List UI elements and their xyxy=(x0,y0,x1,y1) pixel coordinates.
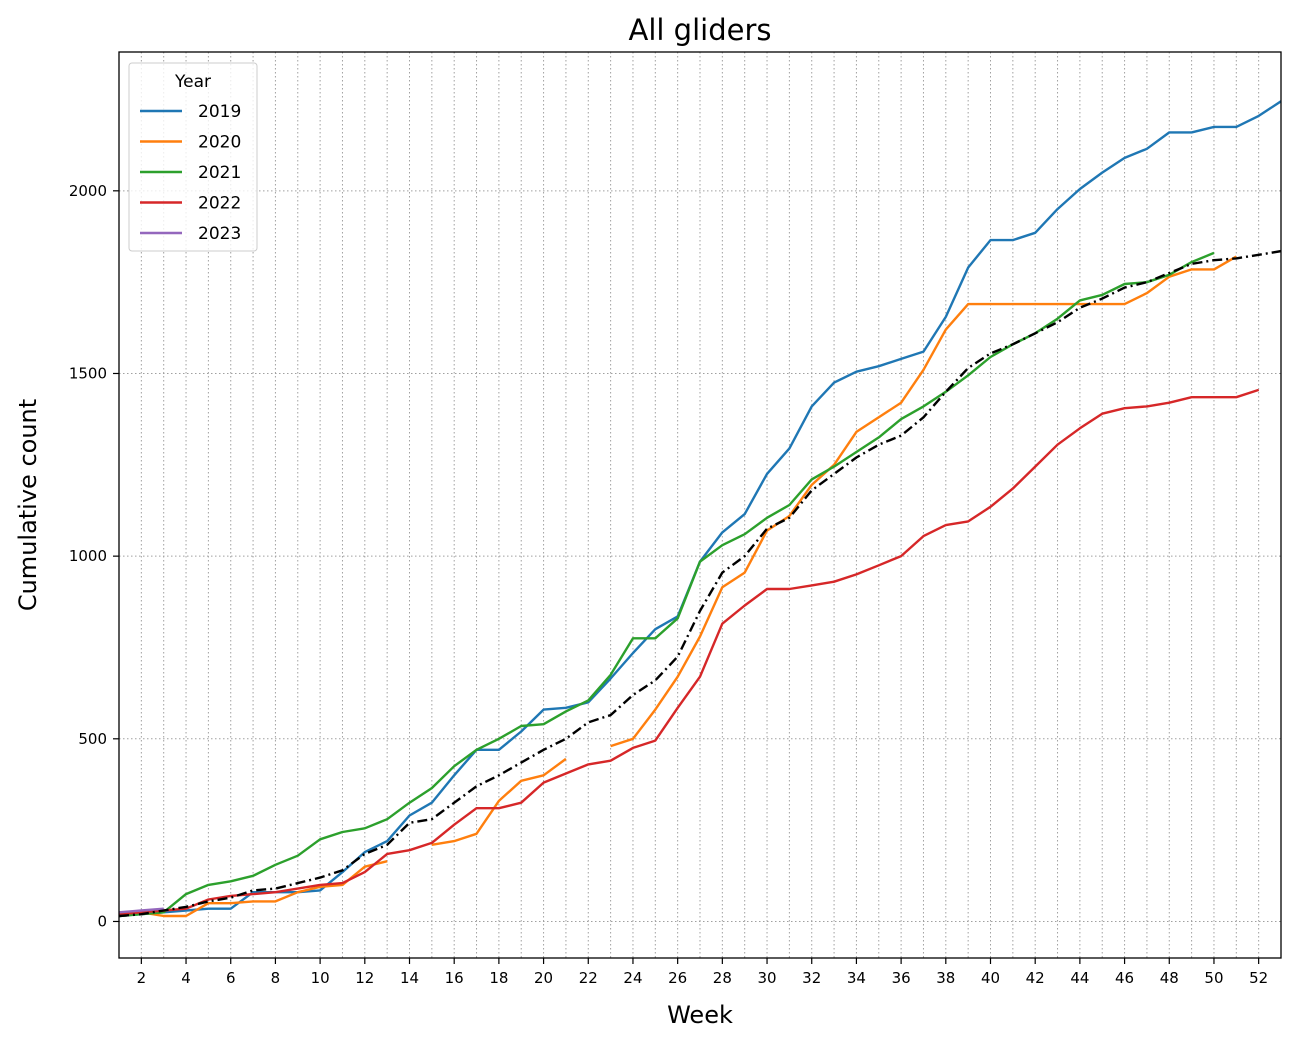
x-tick-label: 38 xyxy=(936,969,955,987)
x-tick-label: 20 xyxy=(534,969,553,987)
x-tick-label: 24 xyxy=(623,969,642,987)
chart-title: All gliders xyxy=(629,13,772,47)
series-line-2022 xyxy=(119,388,1260,916)
legend-label-2022: 2022 xyxy=(198,194,241,214)
x-tick-label: 16 xyxy=(445,969,464,987)
series-lines xyxy=(119,100,1281,918)
y-tick-label: 0 xyxy=(97,912,107,930)
x-tick-label: 4 xyxy=(181,969,191,987)
legend-label-2021: 2021 xyxy=(198,163,241,183)
x-tick-label: 36 xyxy=(892,969,911,987)
series-line-2020 xyxy=(119,860,388,918)
x-tick-label: 42 xyxy=(1026,969,1045,987)
legend: Year 2019 2020 2021 2022 2023 xyxy=(128,62,258,252)
x-tick-label: 10 xyxy=(311,969,330,987)
y-tick-label: 500 xyxy=(78,730,107,748)
x-tick-label: 8 xyxy=(271,969,281,987)
x-tick-label: 26 xyxy=(668,969,687,987)
grid xyxy=(119,52,1281,958)
x-tick-label: 18 xyxy=(489,969,508,987)
x-tick-label: 22 xyxy=(579,969,598,987)
series-line-2021 xyxy=(119,251,1215,918)
x-tick-label: 34 xyxy=(847,969,866,987)
axis-ticks: 2 4 6 8 10 12 14 16 18 20 22 24 26 28 30 32 34 36 38 40 42 44… xyxy=(69,182,1268,987)
mean-line xyxy=(119,249,1281,918)
x-tick-label: 14 xyxy=(400,969,419,987)
x-tick-label: 46 xyxy=(1115,969,1134,987)
x-tick-label: 12 xyxy=(355,969,374,987)
x-tick-label: 44 xyxy=(1070,969,1089,987)
x-tick-label: 32 xyxy=(802,969,821,987)
y-tick-label: 2000 xyxy=(69,182,107,200)
legend-label-2023: 2023 xyxy=(198,224,241,244)
series-line-2020 xyxy=(431,757,567,846)
x-tick-label: 50 xyxy=(1204,969,1223,987)
y-axis-title: Cumulative count xyxy=(14,399,42,611)
y-tick-label: 1000 xyxy=(69,547,107,565)
x-tick-label: 30 xyxy=(757,969,776,987)
x-tick-label: 48 xyxy=(1160,969,1179,987)
x-tick-label: 52 xyxy=(1249,969,1268,987)
legend-label-2019: 2019 xyxy=(198,102,241,122)
x-tick-label: 28 xyxy=(713,969,732,987)
x-tick-label: 6 xyxy=(226,969,236,987)
x-tick-label: 40 xyxy=(981,969,1000,987)
series-line-2020 xyxy=(610,255,1237,748)
x-tick-label: 2 xyxy=(137,969,147,987)
plot-frame xyxy=(118,51,1282,959)
legend-entries: 2019 2020 2021 2022 2023 xyxy=(140,102,241,244)
x-axis-title: Week xyxy=(667,1001,733,1029)
series-line-2023 xyxy=(119,907,164,914)
legend-label-2020: 2020 xyxy=(198,133,241,153)
legend-title: Year xyxy=(174,72,211,92)
y-tick-label: 1500 xyxy=(69,364,107,382)
